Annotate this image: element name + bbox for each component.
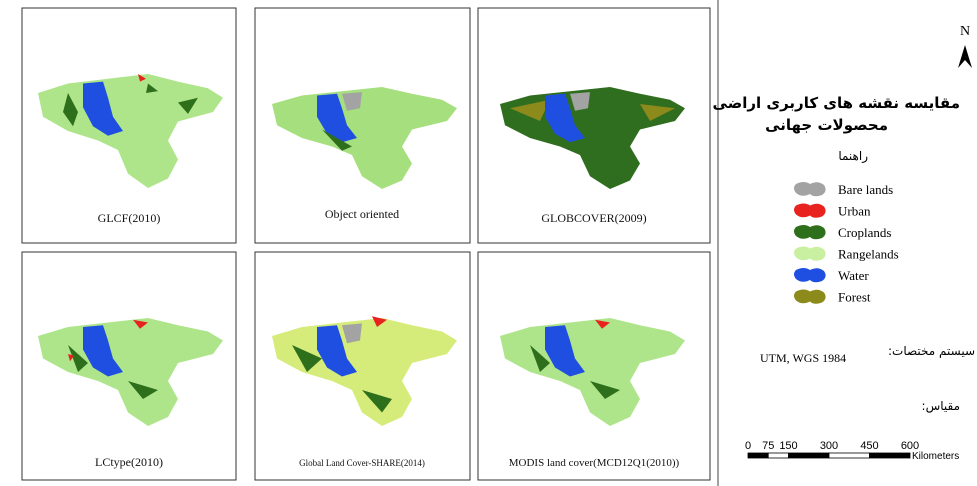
map-panel: GLCF(2010) [22,8,236,243]
legend-label: Bare lands [838,182,893,197]
map-panel: Object oriented [255,8,470,243]
panel-caption: GLCF(2010) [98,211,161,225]
legend-label: Water [838,268,869,283]
legend-label: Rangelands [838,247,899,262]
scale-segment [768,453,788,458]
coordinate-label: سیستم مختصات: [888,344,975,358]
scale-segment [870,453,911,458]
panel-caption: GLOBCOVER(2009) [541,211,646,225]
scale-tick-label: 150 [779,440,797,452]
panel-caption: Object oriented [325,207,399,221]
panel-caption: MODIS land cover(MCD12Q1(2010)) [509,457,680,469]
scale-unit: Kilometers [912,451,959,462]
north-label: N [960,24,970,39]
scale-tick-label: 0 [745,440,751,452]
legend-label: Forest [838,290,871,305]
scale-segment [789,453,830,458]
legend-label: Urban [838,204,871,219]
scale-tick-label: 75 [762,440,774,452]
panel-caption: LCtype(2010) [95,455,163,469]
scale-label: مقیاس: [922,399,960,414]
map-panel: MODIS land cover(MCD12Q1(2010)) [478,252,710,480]
panel-caption: Global Land Cover-SHARE(2014) [299,458,425,468]
figure: GLCF(2010) Object oriented GLOBCOVER(200… [0,0,977,486]
map-panel: LCtype(2010) [22,252,236,480]
map-panel: Global Land Cover-SHARE(2014) [255,252,470,480]
title: مقایسه نقشه های کاربری اراضی [713,94,960,112]
map-panel: GLOBCOVER(2009) [478,8,710,243]
scale-tick-label: 450 [860,440,878,452]
scale-tick-label: 300 [820,440,838,452]
title: محصولات جهانی [765,116,888,134]
legend-title: راهنما [838,149,868,164]
coordinate-system: UTM, WGS 1984 [760,351,846,365]
legend-label: Croplands [838,225,891,240]
scale-segment [829,453,870,458]
scale-segment [748,453,768,458]
